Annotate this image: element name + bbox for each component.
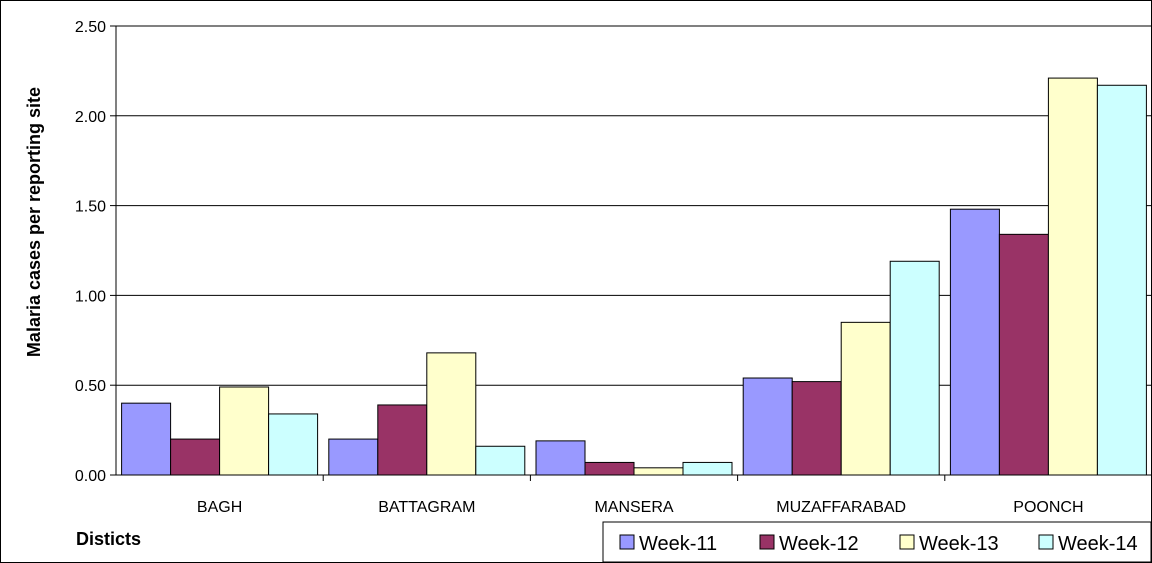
legend-swatch [619, 534, 635, 550]
y-tick-label: 0.00 [75, 468, 106, 485]
bar [426, 352, 477, 476]
bar [328, 438, 379, 476]
tick-labels: 0.00 0.50 1.00 1.50 2.00 2.50 BAGH BATTAGRAM MAN… [75, 19, 1084, 516]
bar [377, 404, 428, 476]
axes [110, 25, 1152, 481]
bar [949, 208, 1000, 476]
bar [633, 467, 684, 476]
x-tick-label: MUZAFFARABAD [776, 499, 906, 516]
x-tick-label: MANSERA [594, 499, 673, 516]
bar [682, 461, 733, 476]
y-tick-label: 2.00 [75, 109, 106, 126]
bar [840, 321, 891, 476]
bar [219, 386, 270, 476]
y-tick-label: 2.50 [75, 19, 106, 36]
legend-swatch [1038, 534, 1054, 550]
legend-box [602, 521, 1152, 563]
bar [742, 377, 793, 476]
y-axis-title: Malaria cases per reporting site [24, 87, 44, 357]
bar [791, 381, 842, 476]
legend-label: Week-14 [1058, 533, 1138, 555]
bar [121, 402, 172, 476]
y-tick-label: 1.50 [75, 199, 106, 216]
bars [121, 77, 1147, 476]
legend-label: Week-12 [779, 533, 859, 555]
x-tick-label: POONCH [1013, 499, 1083, 516]
bar [998, 233, 1049, 476]
bar [268, 413, 319, 476]
bar [475, 445, 526, 476]
x-axis-title: Disticts [76, 529, 141, 549]
y-tick-label: 0.50 [75, 378, 106, 395]
bar [1096, 84, 1147, 476]
legend-label: Week-13 [919, 533, 999, 555]
x-tick-label: BATTAGRAM [378, 499, 475, 516]
bar [170, 438, 221, 476]
bar [1047, 77, 1098, 476]
bar [584, 461, 635, 476]
legend: Week-11 Week-12 Week-13 Week-14 [602, 521, 1152, 563]
legend-swatch [759, 534, 775, 550]
bar [889, 260, 940, 476]
x-tick-label: BAGH [197, 499, 242, 516]
bar [535, 440, 586, 476]
y-tick-label: 1.00 [75, 288, 106, 305]
legend-swatch [899, 534, 915, 550]
legend-label: Week-11 [639, 533, 717, 555]
